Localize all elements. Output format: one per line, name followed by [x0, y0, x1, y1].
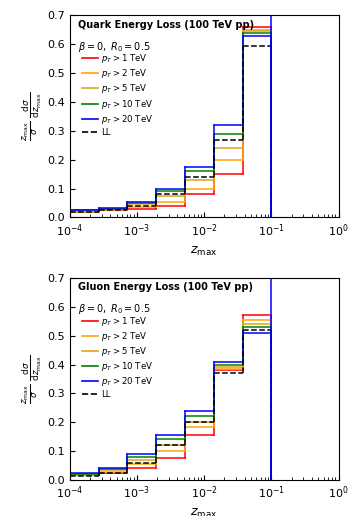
Y-axis label: $\frac{z_{\mathrm{max}}}{\sigma}\ \frac{\mathrm{d}\sigma}{\mathrm{d}z_{\mathrm{m: $\frac{z_{\mathrm{max}}}{\sigma}\ \frac{…	[21, 92, 44, 141]
Y-axis label: $\frac{z_{\mathrm{max}}}{\sigma}\ \frac{\mathrm{d}\sigma}{\mathrm{d}z_{\mathrm{m: $\frac{z_{\mathrm{max}}}{\sigma}\ \frac{…	[21, 354, 44, 404]
Text: Gluon Energy Loss (100 TeV pp): Gluon Energy Loss (100 TeV pp)	[78, 282, 253, 292]
Legend: $p_T > 1$ TeV, $p_T > 2$ TeV, $p_T > 5$ TeV, $p_T > 10$ TeV, $p_T > 20$ TeV, LL: $p_T > 1$ TeV, $p_T > 2$ TeV, $p_T > 5$ …	[82, 315, 153, 399]
X-axis label: $z_{\mathrm{max}}$: $z_{\mathrm{max}}$	[191, 245, 218, 257]
Text: Quark Energy Loss (100 TeV pp): Quark Energy Loss (100 TeV pp)	[78, 20, 254, 29]
X-axis label: $z_{\mathrm{max}}$: $z_{\mathrm{max}}$	[191, 507, 218, 516]
Legend: $p_T > 1$ TeV, $p_T > 2$ TeV, $p_T > 5$ TeV, $p_T > 10$ TeV, $p_T > 20$ TeV, LL: $p_T > 1$ TeV, $p_T > 2$ TeV, $p_T > 5$ …	[82, 52, 153, 137]
Text: $\beta = 0,\ R_0 = 0.5$: $\beta = 0,\ R_0 = 0.5$	[78, 40, 150, 54]
Text: $\beta = 0,\ R_0 = 0.5$: $\beta = 0,\ R_0 = 0.5$	[78, 302, 150, 316]
